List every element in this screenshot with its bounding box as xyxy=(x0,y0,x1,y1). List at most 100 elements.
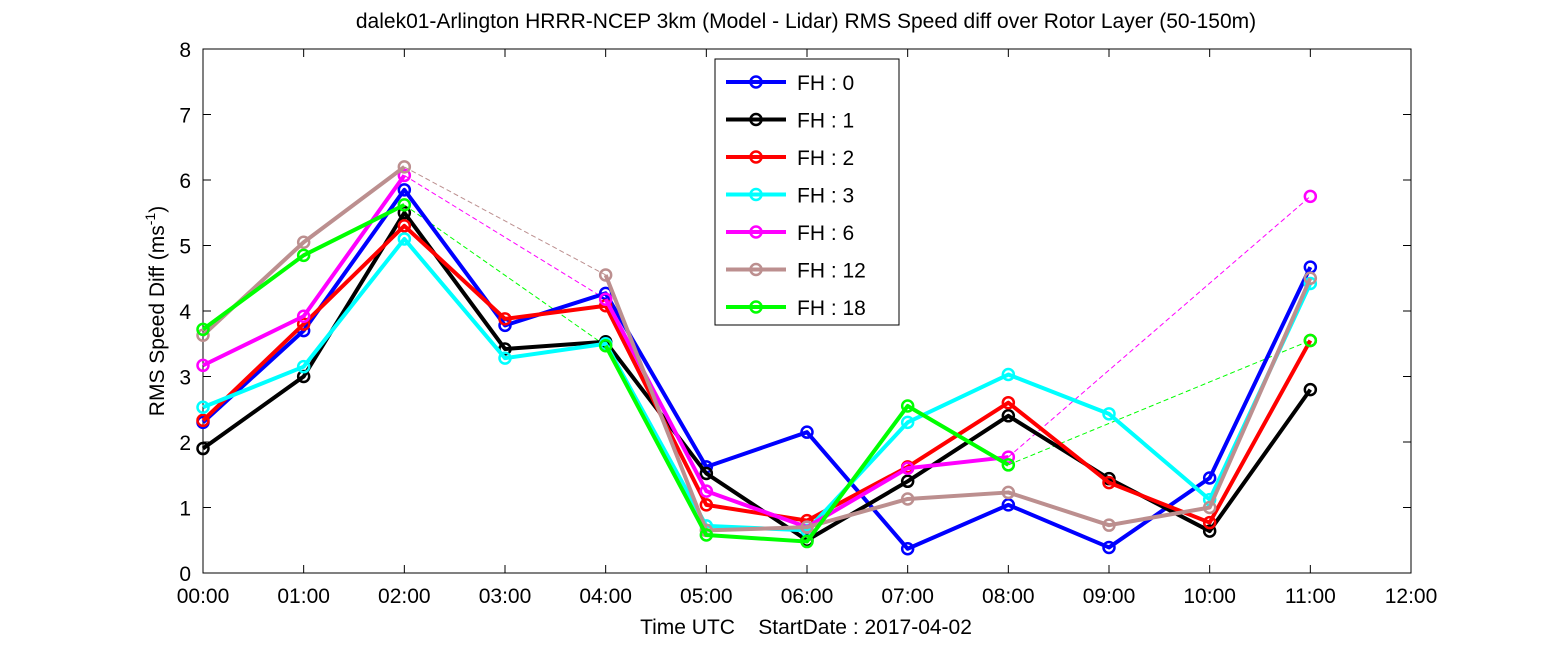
series-point xyxy=(900,461,915,475)
series-point xyxy=(196,441,210,456)
x-tick-label: 07:00 xyxy=(881,585,934,608)
series-gap-connector xyxy=(404,166,606,276)
series-point xyxy=(1202,515,1217,530)
series-point xyxy=(1001,498,1016,512)
series-point xyxy=(296,359,311,374)
x-tick-label: 03:00 xyxy=(479,585,532,608)
series-point xyxy=(1202,471,1217,485)
series-point xyxy=(699,484,714,498)
series-point xyxy=(397,232,412,246)
series-point xyxy=(1202,524,1217,538)
x-tick-label: 04:00 xyxy=(579,585,632,608)
series-gap-connector xyxy=(404,204,606,347)
legend-label: FH : 3 xyxy=(797,185,854,208)
series-line xyxy=(201,203,406,331)
y-tick-label: 8 xyxy=(179,39,191,62)
y-tick-label: 0 xyxy=(179,563,191,586)
x-tick-label: 11:00 xyxy=(1285,585,1336,608)
legend-label: FH : 18 xyxy=(797,297,866,320)
series-point xyxy=(196,358,210,373)
legend-marker xyxy=(749,75,763,89)
y-tick-label: 5 xyxy=(179,236,191,259)
series-point xyxy=(397,168,412,183)
series-point xyxy=(196,413,210,428)
x-axis-label: Time UTC StartDate : 2017-04-02 xyxy=(640,616,972,639)
series-point xyxy=(397,206,412,220)
legend: FH : 0 FH : 1 FH : 2 FH : 3 FH : 6 FH : 12 FH … xyxy=(714,58,900,326)
series-point xyxy=(498,351,512,365)
series-point xyxy=(1001,458,1016,472)
x-tick-label: 12:00 xyxy=(1385,585,1438,608)
series-point xyxy=(1102,407,1116,421)
series-point xyxy=(196,400,210,415)
series-point xyxy=(397,219,412,233)
series-point xyxy=(900,399,915,413)
series-point xyxy=(196,322,210,337)
series-point xyxy=(699,528,714,542)
x-tick-label: 08:00 xyxy=(982,585,1035,608)
legend-marker xyxy=(749,262,763,277)
y-axis-label: RMS Speed Diff (ms-1) xyxy=(142,206,169,416)
series-point xyxy=(1303,189,1318,204)
series-point xyxy=(296,317,311,331)
series-point xyxy=(1102,540,1116,555)
series-point xyxy=(296,309,311,323)
series-point xyxy=(1001,409,1016,423)
series-line xyxy=(201,223,1313,525)
series-point xyxy=(1303,271,1318,285)
series-point xyxy=(1202,500,1217,515)
series-point xyxy=(598,292,613,306)
series-gap-connector xyxy=(1008,195,1311,458)
series-point xyxy=(397,198,412,212)
series-point xyxy=(1001,450,1016,464)
y-tick-label: 7 xyxy=(179,105,191,128)
y-tick-label: 6 xyxy=(179,170,191,193)
x-tick-label: 00:00 xyxy=(177,585,230,608)
series-point xyxy=(1001,395,1016,410)
series-point xyxy=(1001,367,1016,382)
legend-box xyxy=(714,58,900,326)
y-tick-label: 3 xyxy=(179,367,191,390)
series-gap-connector xyxy=(404,174,606,300)
x-tick-label: 09:00 xyxy=(1083,585,1136,608)
series-point xyxy=(498,312,512,326)
series-point xyxy=(598,268,613,282)
y-axis-label-close: ) xyxy=(146,206,169,213)
x-tick-label: 02:00 xyxy=(378,585,431,608)
series-point xyxy=(196,328,210,342)
y-axis: 0 1 2 3 4 5 6 7 8 xyxy=(179,39,1411,586)
legend-label: FH : 0 xyxy=(797,72,854,95)
series-point xyxy=(900,542,915,556)
chart-title: dalek01-Arlington HRRR-NCEP 3km (Model -… xyxy=(356,10,1256,33)
series-point xyxy=(900,492,915,506)
series-point xyxy=(1001,485,1016,500)
series-line xyxy=(603,344,1010,544)
series-point xyxy=(1303,276,1318,291)
series-point xyxy=(397,160,412,174)
legend-label: FH : 1 xyxy=(797,110,854,133)
series-point xyxy=(900,474,915,489)
y-axis-label-main: RMS Speed Diff (ms xyxy=(146,225,169,416)
series-point xyxy=(1303,333,1318,348)
x-tick-label: 10:00 xyxy=(1183,585,1236,608)
series-lines xyxy=(196,160,1318,556)
series-point xyxy=(1102,475,1116,490)
series-point xyxy=(699,498,714,512)
legend-marker xyxy=(749,112,763,127)
series-point xyxy=(598,338,613,353)
x-axis: 00:00 01:00 02:00 03:00 04:00 05:00 06:00 07:00… xyxy=(177,49,1438,608)
series-line xyxy=(603,274,1313,533)
legend-marker xyxy=(749,300,763,314)
legend-label: FH : 2 xyxy=(797,147,854,170)
series-point xyxy=(699,466,714,481)
series-point xyxy=(1303,382,1318,397)
gap-connectors xyxy=(404,166,1311,466)
series-point xyxy=(800,520,814,534)
y-tick-label: 1 xyxy=(179,498,191,521)
legend-marker xyxy=(749,150,763,164)
legend-marker xyxy=(749,187,763,202)
series-point xyxy=(900,415,915,430)
x-tick-label: 01:00 xyxy=(277,585,330,608)
series-point xyxy=(800,425,814,439)
